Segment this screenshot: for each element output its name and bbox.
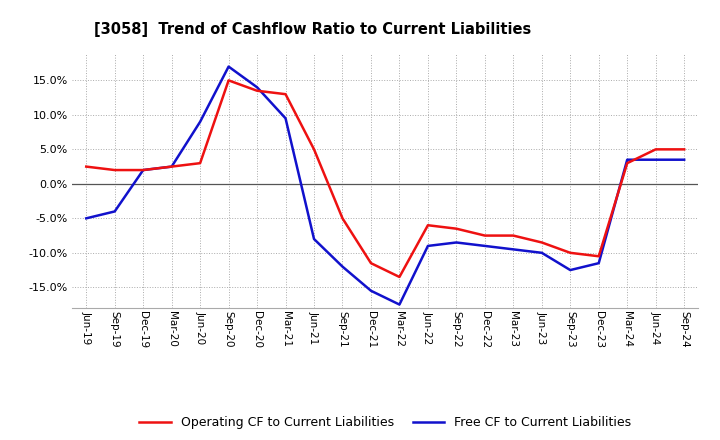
Operating CF to Current Liabilities bbox=[480, 233, 489, 238]
Free CF to Current Liabilities bbox=[110, 209, 119, 214]
Free CF to Current Liabilities bbox=[423, 243, 432, 249]
Free CF to Current Liabilities bbox=[310, 236, 318, 242]
Operating CF to Current Liabilities bbox=[338, 216, 347, 221]
Free CF to Current Liabilities bbox=[652, 157, 660, 162]
Operating CF to Current Liabilities bbox=[366, 260, 375, 266]
Free CF to Current Liabilities bbox=[480, 243, 489, 249]
Line: Free CF to Current Liabilities: Free CF to Current Liabilities bbox=[86, 66, 684, 304]
Operating CF to Current Liabilities bbox=[452, 226, 461, 231]
Operating CF to Current Liabilities bbox=[282, 92, 290, 97]
Free CF to Current Liabilities bbox=[338, 264, 347, 269]
Operating CF to Current Liabilities bbox=[225, 78, 233, 83]
Operating CF to Current Liabilities bbox=[139, 167, 148, 172]
Operating CF to Current Liabilities bbox=[196, 161, 204, 166]
Free CF to Current Liabilities bbox=[366, 288, 375, 293]
Operating CF to Current Liabilities bbox=[566, 250, 575, 256]
Operating CF to Current Liabilities bbox=[253, 88, 261, 93]
Operating CF to Current Liabilities bbox=[680, 147, 688, 152]
Free CF to Current Liabilities bbox=[566, 268, 575, 273]
Operating CF to Current Liabilities bbox=[623, 161, 631, 166]
Free CF to Current Liabilities bbox=[680, 157, 688, 162]
Free CF to Current Liabilities bbox=[253, 84, 261, 90]
Legend: Operating CF to Current Liabilities, Free CF to Current Liabilities: Operating CF to Current Liabilities, Fre… bbox=[135, 411, 636, 434]
Free CF to Current Liabilities bbox=[225, 64, 233, 69]
Free CF to Current Liabilities bbox=[537, 250, 546, 256]
Free CF to Current Liabilities bbox=[623, 157, 631, 162]
Operating CF to Current Liabilities bbox=[167, 164, 176, 169]
Free CF to Current Liabilities bbox=[139, 167, 148, 172]
Line: Operating CF to Current Liabilities: Operating CF to Current Liabilities bbox=[86, 81, 684, 277]
Free CF to Current Liabilities bbox=[282, 116, 290, 121]
Operating CF to Current Liabilities bbox=[537, 240, 546, 245]
Operating CF to Current Liabilities bbox=[509, 233, 518, 238]
Free CF to Current Liabilities bbox=[167, 164, 176, 169]
Operating CF to Current Liabilities bbox=[110, 167, 119, 172]
Free CF to Current Liabilities bbox=[82, 216, 91, 221]
Free CF to Current Liabilities bbox=[509, 247, 518, 252]
Operating CF to Current Liabilities bbox=[310, 147, 318, 152]
Operating CF to Current Liabilities bbox=[423, 223, 432, 228]
Free CF to Current Liabilities bbox=[452, 240, 461, 245]
Free CF to Current Liabilities bbox=[196, 119, 204, 125]
Operating CF to Current Liabilities bbox=[395, 274, 404, 279]
Text: [3058]  Trend of Cashflow Ratio to Current Liabilities: [3058] Trend of Cashflow Ratio to Curren… bbox=[94, 22, 531, 37]
Operating CF to Current Liabilities bbox=[82, 164, 91, 169]
Operating CF to Current Liabilities bbox=[652, 147, 660, 152]
Free CF to Current Liabilities bbox=[395, 302, 404, 307]
Free CF to Current Liabilities bbox=[595, 260, 603, 266]
Operating CF to Current Liabilities bbox=[595, 253, 603, 259]
